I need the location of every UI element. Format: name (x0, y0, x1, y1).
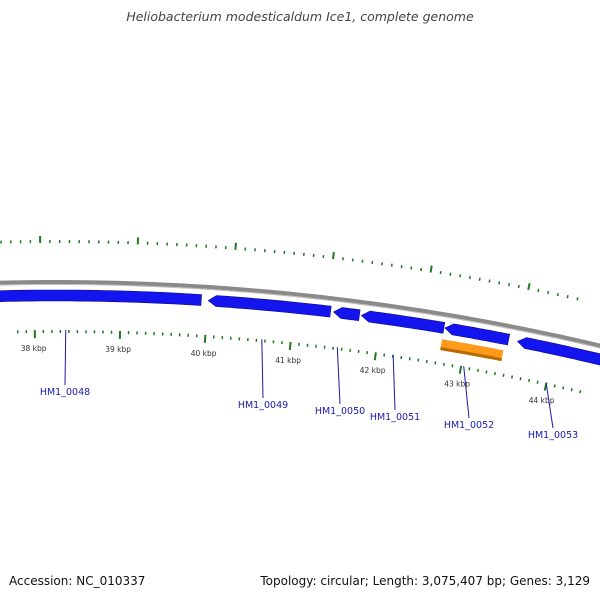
genome-backbone (0, 280, 600, 348)
outer-tick (459, 274, 462, 278)
gene-arrow (516, 337, 600, 366)
gene-arrow (360, 310, 446, 334)
outer-tick (537, 288, 540, 293)
scale-label: 38 kbp (21, 344, 47, 353)
outer-tick (468, 275, 471, 280)
scale-tick (203, 334, 207, 343)
outer-tick (429, 265, 433, 273)
gene-callout-line (545, 382, 554, 429)
gene-label: HM1_0049 (238, 400, 288, 411)
scale-label: 39 kbp (105, 345, 131, 354)
scale-label: 40 kbp (191, 349, 217, 358)
gene-arrow (207, 295, 332, 318)
gene-callout-line (64, 330, 67, 386)
scale-label: 44 kbp (529, 396, 555, 405)
gene-label: HM1_0048 (40, 387, 90, 398)
outer-tick (556, 292, 559, 297)
scale-tick (528, 378, 531, 383)
gene-label: HM1_0050 (315, 406, 365, 417)
gene-callout-line (392, 354, 396, 411)
outer-tick (527, 282, 531, 291)
map-title: Heliobacterium modesticaldum Ice1, compl… (126, 9, 474, 24)
genome-summary: Topology: circular; Length: 3,075,407 bp… (260, 574, 590, 588)
scale-tick (562, 386, 565, 390)
outer-tick (576, 297, 579, 301)
scale-tick (288, 341, 292, 351)
scale-tick (468, 367, 471, 371)
scale-tick (451, 364, 454, 368)
scale-tick (511, 375, 514, 379)
gene-arrow (332, 307, 361, 322)
gene-label: HM1_0052 (444, 420, 494, 431)
outer-tick (234, 242, 237, 250)
scale-tick (570, 388, 573, 392)
outer-tick (478, 277, 481, 281)
gene-callout-line (261, 339, 264, 399)
outer-tick (547, 290, 550, 295)
outer-tick (498, 281, 501, 285)
scale-tick (493, 372, 497, 376)
gene-label: HM1_0053 (528, 430, 578, 441)
scale-tick (442, 362, 445, 366)
scale-tick (579, 390, 582, 394)
outer-tick (508, 283, 511, 287)
outer-tick (332, 252, 335, 260)
outer-tick (517, 284, 520, 289)
scale-tick (458, 365, 463, 374)
scale-label: 43 kbp (444, 379, 470, 388)
gene-arrow (444, 323, 511, 346)
scale-tick (553, 384, 556, 388)
scale-label: 42 kbp (360, 366, 386, 375)
gene-callout-line (463, 366, 470, 419)
accession-text: Accession: NC_010337 (9, 574, 146, 588)
outer-tick (566, 295, 569, 299)
selected-gene-bar-shadow (440, 347, 502, 362)
gene-callout-line (336, 347, 341, 405)
scale-tick (502, 373, 505, 377)
outer-tick (488, 279, 491, 283)
scale-tick (519, 377, 522, 381)
scale-tick (485, 370, 488, 374)
scale-tick (476, 368, 479, 373)
gene-arrow (0, 289, 202, 306)
gene-label: HM1_0051 (370, 412, 420, 423)
scale-tick (536, 380, 539, 384)
scale-tick (373, 352, 377, 361)
genome-backbone-highlight (0, 284, 600, 349)
scale-label: 41 kbp (275, 356, 301, 365)
